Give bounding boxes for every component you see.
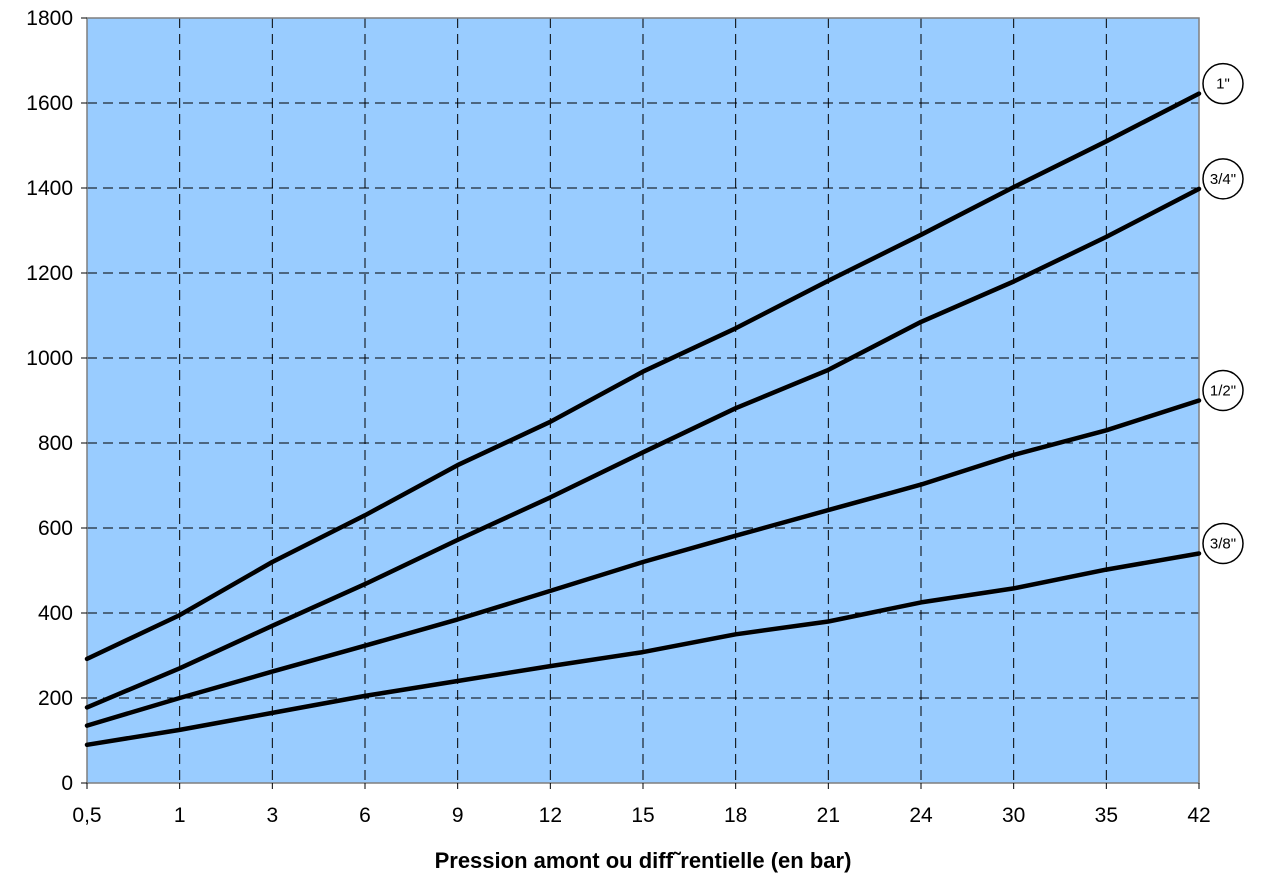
grid-lines: [87, 18, 1199, 783]
x-tick-label: 42: [1187, 804, 1210, 827]
x-tick-label: 1: [174, 804, 186, 827]
y-tick-label: 1200: [26, 262, 73, 285]
x-tick-label: 0,5: [72, 804, 101, 827]
y-tick-label: 1800: [26, 7, 73, 30]
x-axis-ticks: 0,5 1 3 6 9 12 15 18 21 24 30 35 42: [72, 783, 1211, 827]
x-tick-label: 30: [1002, 804, 1025, 827]
series-line-2: [84, 398, 1202, 728]
series-line-1: [84, 186, 1202, 710]
series-label-circle: [1202, 522, 1244, 565]
y-tick-label: 600: [38, 517, 73, 540]
x-tick-label: 12: [539, 804, 562, 827]
x-tick-label: 9: [452, 804, 464, 827]
series-label-circle: [1202, 369, 1244, 412]
series-line-0: [84, 91, 1202, 662]
series-label-circle: [1202, 158, 1244, 200]
x-axis-title: Pression amont ou diff˜rentielle (en bar…: [435, 848, 852, 873]
x-tick-label: 15: [631, 804, 654, 827]
y-tick-label: 1400: [26, 177, 73, 200]
x-tick-label: 35: [1095, 804, 1118, 827]
series-label: 1": [1216, 76, 1230, 93]
series-label: 1/2": [1210, 383, 1236, 400]
series-label: 3/4": [1210, 171, 1236, 188]
x-tick-label: 24: [909, 804, 933, 827]
x-tick-label: 3: [266, 804, 278, 827]
y-tick-label: 1000: [26, 347, 73, 370]
x-tick-label: 6: [359, 804, 371, 827]
series-label: 3/8": [1210, 536, 1236, 553]
series-line-3: [84, 551, 1202, 748]
series-labels: 1" 3/4" 1/2" 3/8": [1202, 62, 1244, 565]
x-tick-label: 21: [817, 804, 840, 827]
y-tick-label: 0: [61, 772, 73, 795]
series-lines: [84, 91, 1202, 748]
y-axis-ticks: 0 200 400 600 800 1000 1200 1400 1600 1800: [26, 7, 87, 795]
x-tick-label: 18: [724, 804, 747, 827]
y-tick-label: 400: [38, 602, 73, 625]
plot-area: [87, 18, 1199, 783]
y-tick-label: 1600: [26, 92, 73, 115]
y-tick-label: 200: [38, 687, 73, 710]
y-tick-label: 800: [38, 432, 73, 455]
series-label-circle: [1202, 62, 1244, 105]
